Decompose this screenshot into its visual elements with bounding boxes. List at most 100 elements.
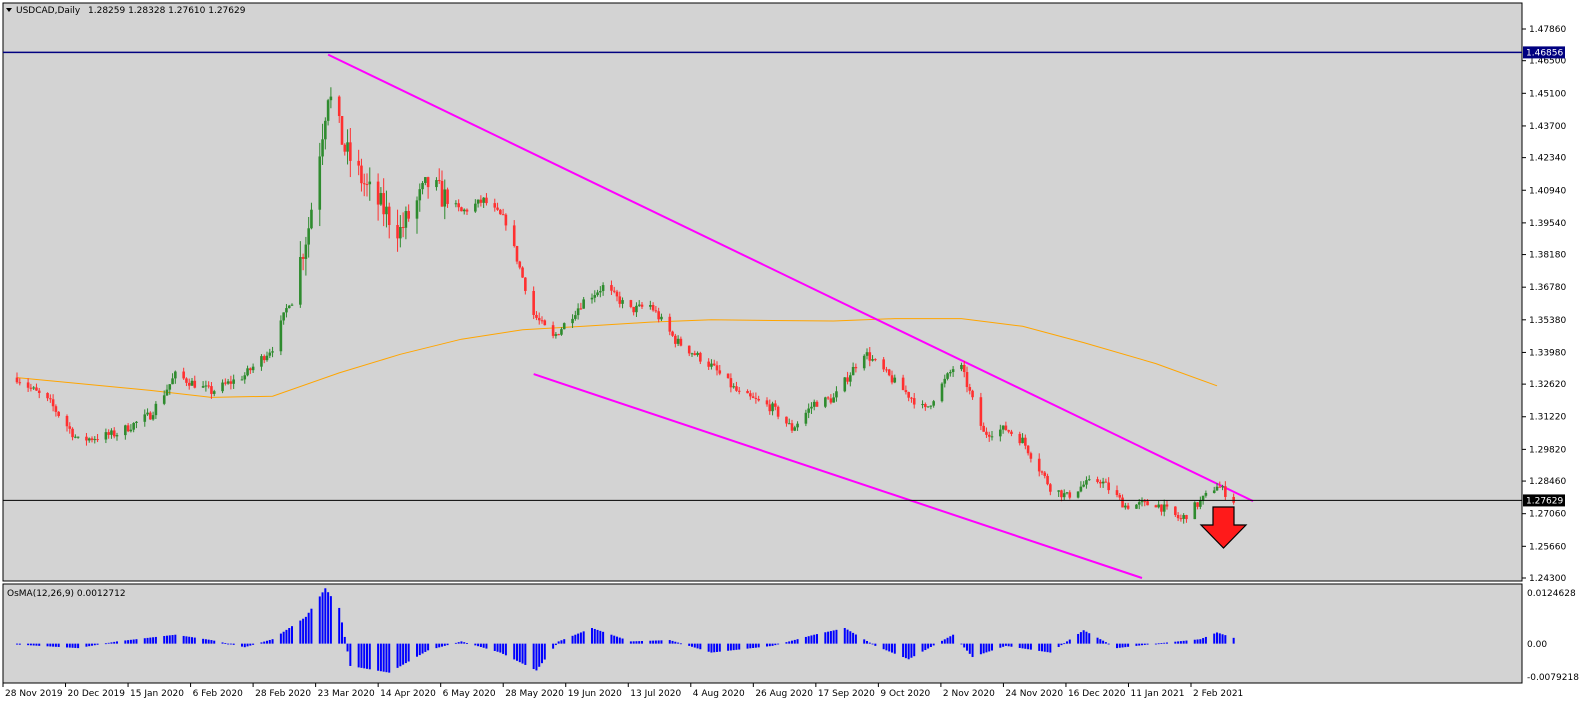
- osma-bar: [485, 643, 488, 649]
- osma-bar: [593, 628, 596, 644]
- candle: [729, 373, 733, 393]
- candle: [87, 437, 91, 443]
- osma-bar: [671, 640, 674, 644]
- osma-bar: [16, 643, 18, 645]
- osma-bar: [927, 643, 930, 649]
- osma-label: OsMA(12,26,9) 0.0012712: [7, 589, 126, 599]
- osma-bar: [407, 643, 410, 662]
- osma-bar: [446, 643, 449, 646]
- candle: [999, 424, 1002, 442]
- price-panel[interactable]: [2, 2, 1523, 582]
- osma-bar: [1107, 643, 1110, 645]
- osma-bar: [946, 637, 949, 644]
- candle: [201, 381, 205, 388]
- osma-bar: [204, 639, 207, 644]
- osma-bar: [227, 643, 230, 645]
- candle: [907, 391, 910, 402]
- candle: [154, 401, 158, 419]
- triangle-down-icon[interactable]: [6, 8, 12, 12]
- osma-bar: [185, 636, 188, 644]
- osma-bar: [554, 643, 557, 646]
- osma-bar: [1024, 643, 1027, 649]
- osma-bar: [810, 635, 813, 644]
- osma-bar: [813, 634, 816, 644]
- price-tick-label: 1.39540: [1529, 219, 1566, 229]
- candle: [890, 370, 894, 385]
- candle: [418, 183, 422, 212]
- osma-bar: [679, 643, 682, 645]
- candle: [65, 414, 69, 432]
- osma-bar: [513, 643, 516, 660]
- osma-bar: [93, 643, 96, 646]
- osma-bar: [71, 643, 74, 648]
- candle: [85, 432, 88, 446]
- candle: [404, 206, 408, 240]
- osma-bar: [329, 596, 332, 644]
- osma-bar: [902, 643, 905, 658]
- candle: [185, 377, 188, 387]
- osma-bar: [182, 635, 185, 644]
- candle: [1037, 453, 1041, 477]
- candle: [1026, 445, 1030, 456]
- candle: [415, 196, 419, 234]
- osma-bar: [793, 639, 796, 644]
- candle: [965, 366, 969, 393]
- osma-bar: [1174, 641, 1177, 644]
- osma-bar: [252, 643, 255, 645]
- osma-bar: [193, 637, 196, 644]
- candle: [35, 383, 38, 391]
- candle: [660, 313, 663, 322]
- candle: [582, 296, 585, 309]
- candle: [76, 436, 80, 439]
- candle: [193, 375, 197, 389]
- candle: [1221, 484, 1224, 491]
- osma-bar: [1102, 640, 1105, 644]
- osma-bar: [829, 631, 832, 644]
- price-tick-label: 1.27060: [1529, 510, 1566, 520]
- osma-bar: [207, 639, 210, 644]
- candle: [204, 380, 208, 392]
- candle: [926, 406, 930, 408]
- osma-bar: [341, 622, 343, 644]
- candle: [1062, 489, 1066, 501]
- candle: [1101, 477, 1105, 488]
- osma-bar: [1088, 633, 1091, 644]
- osma-bar: [571, 635, 574, 644]
- candle: [599, 286, 602, 298]
- candle: [229, 375, 233, 390]
- candle: [690, 352, 694, 357]
- candle: [54, 404, 58, 417]
- candle: [149, 411, 152, 420]
- price-tick-label: 1.28460: [1529, 477, 1566, 487]
- osma-bar: [771, 643, 774, 646]
- candle: [940, 382, 944, 403]
- osma-axis-top: 0.0124628: [1527, 589, 1576, 599]
- osma-bar: [385, 643, 388, 673]
- candle: [1212, 486, 1216, 494]
- osma-bar: [1141, 643, 1143, 646]
- osma-bar: [904, 643, 907, 659]
- candle: [115, 432, 119, 441]
- candle: [574, 310, 577, 321]
- osma-panel[interactable]: [2, 583, 1523, 684]
- candle: [476, 199, 480, 208]
- candle: [485, 193, 488, 206]
- osma-bar: [279, 633, 282, 644]
- candle: [396, 209, 399, 252]
- osma-bar: [635, 641, 638, 644]
- candle: [285, 304, 288, 318]
- osma-bar: [863, 639, 866, 644]
- osma-bar: [610, 634, 613, 644]
- candle: [657, 307, 660, 323]
- osma-bar: [368, 643, 371, 670]
- osma-bar: [477, 643, 480, 647]
- candle: [1021, 433, 1024, 444]
- osma-bar: [924, 643, 927, 651]
- candle: [143, 409, 147, 427]
- candle: [132, 422, 135, 433]
- candle: [1185, 514, 1188, 523]
- osma-bar: [613, 635, 616, 644]
- channel-lower-trendline[interactable]: [533, 373, 1143, 579]
- channel-upper-trendline[interactable]: [327, 53, 1254, 503]
